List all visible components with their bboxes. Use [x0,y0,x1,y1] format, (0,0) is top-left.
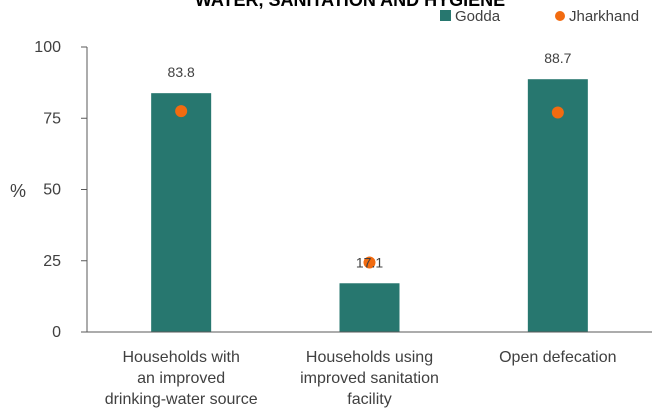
x-tick-label-line: Households using [306,349,433,366]
bar [527,79,588,332]
chart-title: WATER, SANITATION AND HYGIENE [195,0,505,10]
legend-label-godda: Godda [455,8,501,25]
y-tick-label: 0 [52,324,61,341]
bar [151,93,212,332]
y-axis-label: % [10,181,26,201]
x-tick-label-line: facility [347,391,391,408]
data-label: 17.1 [356,254,383,270]
x-axis: Households with an improved drinking-water… [87,331,652,408]
y-axis: 0 25 50 75 100 [34,39,88,341]
x-tick-label: Households using improved sanitation facil… [300,349,439,408]
y-tick-label: 25 [43,253,61,270]
markers [175,105,564,269]
marker-point [551,106,564,119]
marker-point [363,256,376,269]
legend: Godda Jharkhand [440,8,639,25]
legend-swatch-godda [440,10,451,21]
legend-label-jharkhand: Jharkhand [569,8,639,25]
marker-point [175,105,188,118]
x-tick-label: Households with an improved drinking-water… [105,349,258,408]
data-label: 88.7 [544,50,571,66]
data-labels: 83.8 17.1 88.7 [168,50,572,270]
x-tick-label-line: Households with [122,349,239,366]
y-tick-label: 100 [34,39,61,56]
x-tick-label-line: an improved [137,370,225,387]
y-tick-label: 75 [43,110,61,127]
legend-swatch-jharkhand [555,11,565,21]
y-tick-label: 50 [43,182,61,199]
x-tick-label-line: drinking-water source [105,391,258,408]
x-tick-label-line: Open defecation [499,349,616,366]
x-tick-label-line: improved sanitation [300,370,439,387]
data-label: 83.8 [168,64,195,80]
x-tick-label: Open defecation [499,349,616,366]
bars [151,79,588,332]
bar [339,283,400,332]
